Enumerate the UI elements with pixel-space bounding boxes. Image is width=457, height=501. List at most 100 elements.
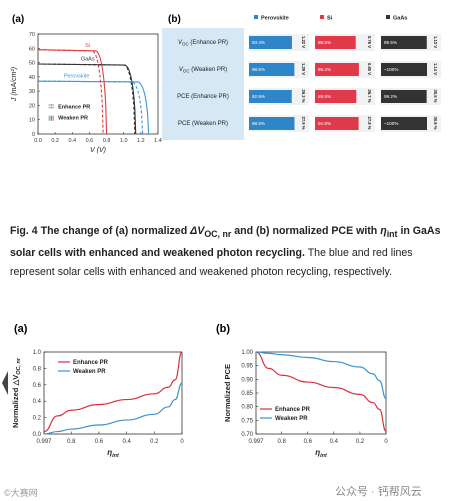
jv-xtick-label: 0.2 (51, 138, 59, 144)
table-row-label: VOC (Enhance PR) (178, 40, 228, 47)
jv-xtick-label: 0.8 (103, 138, 111, 144)
caption-bold-3: in GaAs solar cells with enhanced and we… (10, 225, 441, 260)
table-column-swatch (386, 15, 390, 19)
jv-label-gaas: GaAs (81, 56, 95, 62)
table-cell-value: 1.13 V (433, 36, 438, 48)
table-cell-percent: 95.4% (318, 67, 331, 72)
figure-caption: Fig. 4 The change of (a) normalized ΔVOC… (10, 222, 450, 282)
table-cell-bar (315, 117, 359, 130)
jv-xtick-label: 0.6 (86, 138, 94, 144)
pce-legend-weaken: Weaken PR (275, 416, 308, 422)
pce-xtick-label: 0.8 (278, 439, 287, 445)
pce-ytick-label: 0.75 (241, 418, 253, 424)
table-cell-bar (381, 117, 427, 130)
jv-legend-weaken: Weaken PR (58, 116, 88, 122)
pr-bar-table: (b) Perovskite Si GaAs VOC (Enhance PR) 93.4… (162, 14, 441, 140)
dvoc-chart: (a) 0.997 0.8 0.6 0.4 0.2 0 0.0 0.2 0.4 0.6 0.8 1.0… (11, 323, 184, 459)
table-cell-value: 30.8 % (433, 116, 438, 129)
jv-ytick-label: 50 (29, 61, 35, 67)
pce-ytick-label: 1.00 (241, 350, 253, 356)
table-cell-bar (381, 63, 427, 76)
jv-chart: (a) 0.0 0.2 0.4 0.6 0.8 1.0 1.2 1.4 0 10 20 30 40 50 6… (11, 14, 162, 154)
caption-bold-1: Fig. 4 The change of (a) normalized (10, 225, 191, 237)
table-cell-percent: ~100% (384, 67, 398, 72)
jv-xtick-label: 0.0 (34, 138, 42, 144)
jv-curve-perovskite-voc_weaken (37, 80, 150, 135)
jv-ytick-label: 40 (29, 75, 35, 81)
table-cell-value: 1.29 V (301, 63, 306, 75)
pce-series-enhance (255, 351, 387, 432)
jv-ytick-label: 0 (32, 132, 35, 138)
caption-delta-voc-sub: OC, nr (204, 229, 232, 240)
table-cell-value: 27.8 % (367, 116, 372, 129)
pce-ytick-label: 0.90 (241, 377, 253, 383)
jv-ytick-label: 70 (29, 32, 35, 38)
table-cell-percent: 92.9% (252, 94, 265, 99)
caption-bold-2: and (b) normalized PCE with (231, 225, 381, 237)
jv-ytick-label: 60 (29, 46, 35, 52)
page-arrow-icon[interactable] (0, 368, 10, 398)
table-cell-bar (249, 36, 292, 49)
pce-ytick-label: 0.70 (241, 432, 253, 438)
pce-xtick-label: 0.2 (356, 439, 365, 445)
table-cell-bar (381, 90, 427, 103)
caption-eta: η (380, 225, 387, 237)
jv-xtick-label: 1.0 (120, 138, 128, 144)
watermark-right: 公众号 · 钙帮风云 (335, 486, 422, 498)
dvoc-legend-weaken: Weaken PR (73, 369, 106, 375)
jv-ylabel: J (mA/cm²) (11, 67, 18, 102)
jv-label-si: Si (85, 43, 90, 49)
table-cell-bar (315, 63, 359, 76)
pce-ytick-label: 0.85 (241, 391, 253, 397)
table-cell-percent: 94.9% (318, 121, 331, 126)
table-cell-bar (315, 36, 356, 49)
table-cell-value: 26.7 % (367, 89, 372, 102)
pce-ytick-label: 0.80 (241, 405, 253, 411)
table-cell-percent: 98.6% (252, 67, 265, 72)
table-cell-bar (315, 90, 357, 103)
dvoc-xlabel: ηint (107, 448, 120, 459)
table-cell-bar (381, 36, 427, 49)
table-cell-percent: 99.2% (384, 94, 397, 99)
dvoc-xtick-label: 0.4 (122, 439, 131, 445)
jv-legend-enhance: Enhance PR (58, 104, 90, 110)
dvoc-xtick-label: 0.8 (67, 439, 76, 445)
pce-xlabel: ηint (315, 448, 328, 459)
table-cell-bar (249, 90, 292, 103)
watermark-left: ©大赛网 (4, 488, 38, 498)
table-row-label: PCE (Weaken PR) (178, 121, 228, 127)
dvoc-xtick-label: 0.997 (36, 439, 52, 445)
table-cell-percent: 88.5% (318, 40, 331, 45)
jv-plot-frame (37, 33, 159, 135)
jv-ytick-label: 10 (29, 118, 35, 124)
table-cell-percent: 98.9% (252, 121, 265, 126)
table-cell-value: 30.5 % (433, 89, 438, 102)
table-column-swatch (320, 15, 324, 19)
jv-ytick-label: 20 (29, 103, 35, 109)
dvoc-xtick-label: 0.2 (150, 439, 159, 445)
jv-label-perovskite: Perovskite (64, 74, 90, 80)
caption-eta-sub: int (386, 229, 398, 240)
table-cell-value: 0.76 V (367, 36, 372, 48)
dvoc-ylabel: Normalized △VOC, nr (11, 357, 22, 428)
table-column-header: GaAs (393, 16, 407, 22)
pce-chart: (b) 0.997 0.8 0.6 0.4 0.2 0 0.70 0.75 0.80 0.85 0.… (216, 323, 388, 459)
jv-xlabel: V (V) (90, 147, 106, 154)
jv-curve-gaas-voc_weaken (37, 63, 137, 135)
table-cell-percent: 99.5% (384, 40, 397, 45)
table-row-label: VOC (Weaken PR) (179, 67, 227, 74)
dvoc-series-enhance (43, 351, 183, 433)
table-row-label: PCE (Enhance PR) (177, 94, 229, 100)
dvoc-series-weaken (43, 382, 183, 435)
table-column-header: Perovskite (261, 16, 289, 22)
pce-series-weaken (255, 351, 387, 400)
pce-ytick-label: 0.95 (241, 364, 253, 370)
pce-xtick-label: 0 (384, 439, 388, 445)
dvoc-ytick-label: 0.0 (33, 432, 42, 438)
jv-xtick-label: 1.2 (137, 138, 145, 144)
dvoc-ytick-label: 0.2 (33, 416, 42, 422)
dvoc-xtick-label: 0.6 (95, 439, 104, 445)
table-cell-bar (249, 63, 295, 76)
dvoc-xtick-label: 0 (180, 439, 184, 445)
pce-xtick-label: 0.4 (330, 439, 339, 445)
